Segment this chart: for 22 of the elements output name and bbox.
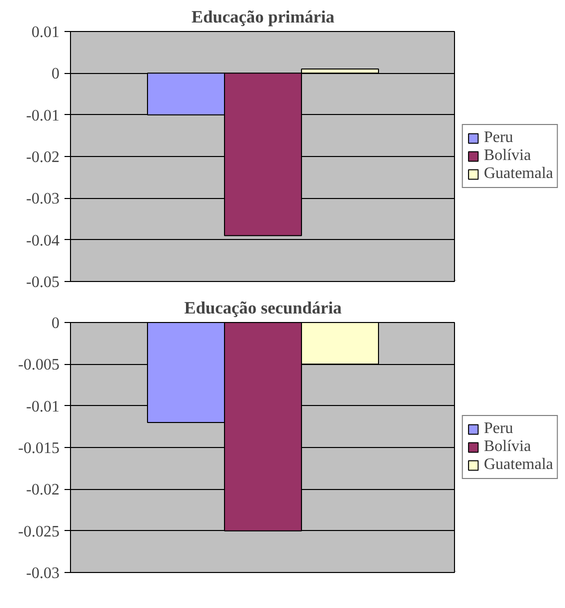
y-tick-label: -0.03: [26, 565, 60, 582]
y-tick-label: -0.01: [26, 398, 60, 416]
y-tick-label: 0: [52, 66, 60, 83]
legend-label: Bolívia: [484, 146, 531, 164]
chart-title: Educação primária: [192, 8, 335, 26]
y-tick-label: -0.005: [18, 356, 60, 374]
y-tick-label: 0.01: [32, 24, 60, 41]
y-tick-label: 0: [52, 315, 60, 332]
legend-label: Bolívia: [484, 438, 531, 456]
y-tick-label: -0.02: [26, 482, 60, 499]
chart-title: Educação secundária: [184, 298, 342, 318]
y-tick-label: -0.03: [26, 190, 60, 208]
y-tick-label: -0.025: [18, 523, 60, 540]
legend-label: Peru: [484, 128, 514, 146]
legend-label: Guatemala: [484, 456, 554, 474]
legend-label: Guatemala: [484, 164, 554, 182]
y-tick-label: -0.015: [18, 440, 60, 457]
y-tick-label: -0.02: [26, 149, 60, 166]
y-tick-label: -0.01: [26, 107, 60, 124]
y-tick-label: -0.04: [26, 232, 60, 250]
legend-label: Peru: [484, 420, 514, 438]
y-tick-label: -0.05: [26, 274, 60, 291]
